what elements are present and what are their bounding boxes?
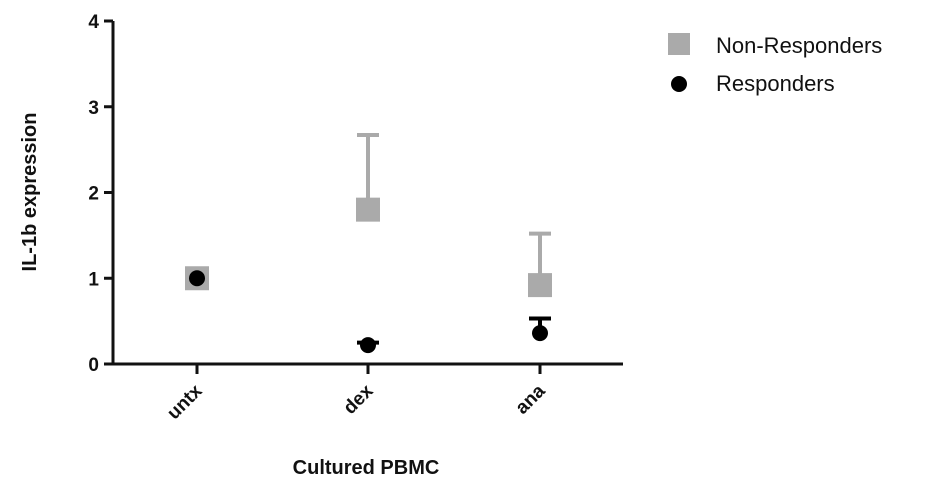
- y-axis-title: IL-1b expression: [19, 113, 41, 272]
- data-marks: [185, 133, 552, 354]
- y-ticks: 0 1 2 3 4: [88, 12, 113, 376]
- point-responders-0: [189, 270, 205, 287]
- point-non-responders-2: [528, 273, 552, 298]
- point-responders-2: [532, 325, 548, 342]
- legend-marker-non-responders: [668, 33, 690, 55]
- x-axis-title: Cultured PBMC: [293, 457, 440, 479]
- legend-marker-responders: [671, 76, 687, 92]
- y-tick-label: 3: [88, 98, 99, 119]
- x-tick-label: untx: [163, 380, 207, 424]
- y-tick-label: 0: [88, 355, 99, 376]
- point-non-responders-1: [356, 197, 380, 222]
- y-tick-label: 4: [88, 12, 99, 33]
- x-tick-label: ana: [512, 380, 550, 418]
- y-tick-label: 2: [88, 184, 99, 205]
- x-ticks: untx dex ana: [163, 364, 550, 424]
- x-tick-label: dex: [340, 380, 378, 418]
- legend-label-non-responders: Non-Responders: [716, 33, 882, 58]
- legend: Non-Responders Responders: [668, 33, 882, 96]
- legend-label-responders: Responders: [716, 71, 835, 96]
- point-responders-1: [360, 337, 376, 354]
- y-tick-label: 1: [88, 269, 99, 290]
